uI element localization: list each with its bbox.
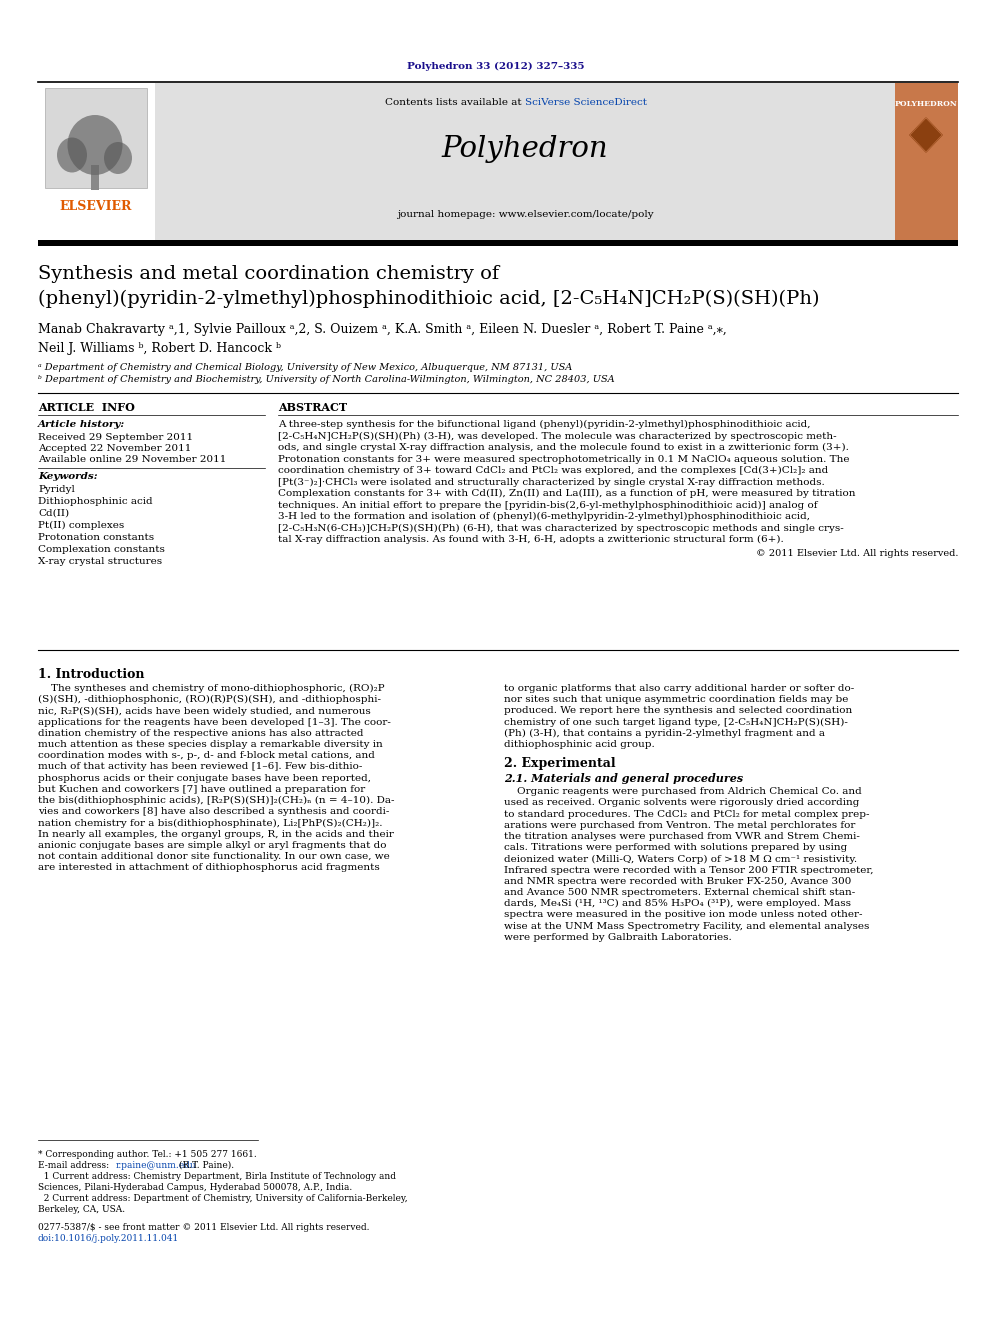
Text: doi:10.1016/j.poly.2011.11.041: doi:10.1016/j.poly.2011.11.041 [38,1234,180,1244]
Text: ᵃ Department of Chemistry and Chemical Biology, University of New Mexico, Albuqu: ᵃ Department of Chemistry and Chemical B… [38,363,572,372]
Text: Complexation constants: Complexation constants [38,545,165,554]
Text: 2 Current address: Department of Chemistry, University of California-Berkeley,: 2 Current address: Department of Chemist… [38,1193,408,1203]
Text: Berkeley, CA, USA.: Berkeley, CA, USA. [38,1205,125,1215]
Text: Sciences, Pilani-Hyderabad Campus, Hyderabad 500078, A.P., India.: Sciences, Pilani-Hyderabad Campus, Hyder… [38,1183,352,1192]
Ellipse shape [104,142,132,175]
Text: X-ray crystal structures: X-ray crystal structures [38,557,162,566]
Text: POLYHEDRON: POLYHEDRON [895,101,957,108]
Text: In nearly all examples, the organyl groups, R, in the acids and their: In nearly all examples, the organyl grou… [38,830,394,839]
Bar [91,165,99,191]
Text: much of that activity has been reviewed [1–6]. Few bis-dithio-: much of that activity has been reviewed … [38,762,362,771]
Text: Infrared spectra were recorded with a Tensor 200 FTIR spectrometer,: Infrared spectra were recorded with a Te… [504,865,874,875]
Text: Keywords:: Keywords: [38,472,97,482]
Text: 1. Introduction: 1. Introduction [38,668,145,681]
Text: nation chemistry for a bis(dithiophosphinate), Li₂[PhP(S)₂(CH₂)]₂.: nation chemistry for a bis(dithiophosphi… [38,819,383,827]
Text: The syntheses and chemistry of mono-dithiophosphoric, (RO)₂P: The syntheses and chemistry of mono-dith… [38,684,385,693]
Text: Available online 29 November 2011: Available online 29 November 2011 [38,455,226,464]
Ellipse shape [67,115,122,175]
Text: and NMR spectra were recorded with Bruker FX-250, Avance 300: and NMR spectra were recorded with Bruke… [504,877,851,886]
Text: Complexation constants for 3+ with Cd(II), Zn(II) and La(III), as a function of : Complexation constants for 3+ with Cd(II… [278,490,855,499]
Bar [45,89,147,188]
Text: the titration analyses were purchased from VWR and Strem Chemi-: the titration analyses were purchased fr… [504,832,860,841]
Bar [38,239,958,246]
Text: [2-C₅H₃N(6-CH₃)]CH₂P(S)(SH)(Ph) (6-H), that was characterized by spectroscopic m: [2-C₅H₃N(6-CH₃)]CH₂P(S)(SH)(Ph) (6-H), t… [278,524,844,533]
Text: Organic reagents were purchased from Aldrich Chemical Co. and: Organic reagents were purchased from Ald… [504,787,862,796]
Text: [Pt(3⁻)₂]·CHCl₃ were isolated and structurally characterized by single crystal X: [Pt(3⁻)₂]·CHCl₃ were isolated and struct… [278,478,824,487]
Text: Polyhedron: Polyhedron [441,135,608,163]
Bar [895,83,958,239]
Text: coordination modes with s-, p-, d- and f-block metal cations, and: coordination modes with s-, p-, d- and f… [38,751,375,761]
Text: E-mail address:: E-mail address: [38,1162,112,1170]
Polygon shape [910,118,942,152]
Text: (S)(SH), -dithiophosphonic, (RO)(R)P(S)(SH), and -dithiophosphi-: (S)(SH), -dithiophosphonic, (RO)(R)P(S)(… [38,695,381,704]
Text: to organic platforms that also carry additional harder or softer do-: to organic platforms that also carry add… [504,684,854,693]
Text: cals. Titrations were performed with solutions prepared by using: cals. Titrations were performed with sol… [504,843,847,852]
Text: nor sites such that unique asymmetric coordination fields may be: nor sites such that unique asymmetric co… [504,695,848,704]
Text: Protonation constants for 3+ were measured spectrophotometrically in 0.1 M NaClO: Protonation constants for 3+ were measur… [278,455,849,463]
Text: Synthesis and metal coordination chemistry of: Synthesis and metal coordination chemist… [38,265,499,283]
Text: ABSTRACT: ABSTRACT [278,402,347,413]
Text: deionized water (Milli-Q, Waters Corp) of >18 M Ω cm⁻¹ resistivity.: deionized water (Milli-Q, Waters Corp) o… [504,855,857,864]
Text: spectra were measured in the positive ion mode unless noted other-: spectra were measured in the positive io… [504,910,862,919]
Text: phosphorus acids or their conjugate bases have been reported,: phosphorus acids or their conjugate base… [38,774,371,783]
Text: Pyridyl: Pyridyl [38,486,74,493]
Text: 0277-5387/$ - see front matter © 2011 Elsevier Ltd. All rights reserved.: 0277-5387/$ - see front matter © 2011 El… [38,1222,369,1232]
Text: Protonation constants: Protonation constants [38,533,154,542]
Text: the bis(dithiophosphinic acids), [R₂P(S)(SH)]₂(CH₂)ₙ (n = 4–10). Da-: the bis(dithiophosphinic acids), [R₂P(S)… [38,796,395,806]
Text: dithiophosphinic acid group.: dithiophosphinic acid group. [504,740,655,749]
Text: dards, Me₄Si (¹H, ¹³C) and 85% H₃PO₄ (³¹P), were employed. Mass: dards, Me₄Si (¹H, ¹³C) and 85% H₃PO₄ (³¹… [504,900,851,909]
Text: Neil J. Williams ᵇ, Robert D. Hancock ᵇ: Neil J. Williams ᵇ, Robert D. Hancock ᵇ [38,343,281,355]
Text: wise at the UNM Mass Spectrometry Facility, and elemental analyses: wise at the UNM Mass Spectrometry Facili… [504,922,869,930]
Text: ods, and single crystal X-ray diffraction analysis, and the molecule found to ex: ods, and single crystal X-ray diffractio… [278,443,849,452]
Text: Cd(II): Cd(II) [38,509,69,519]
Text: much attention as these species display a remarkable diversity in: much attention as these species display … [38,740,383,749]
Bar [38,83,155,239]
Text: Polyhedron 33 (2012) 327–335: Polyhedron 33 (2012) 327–335 [408,62,584,71]
Text: Article history:: Article history: [38,419,125,429]
Text: tal X-ray diffraction analysis. As found with 3-H, 6-H, adopts a zwitterionic st: tal X-ray diffraction analysis. As found… [278,534,784,544]
Text: 3-H led to the formation and isolation of (phenyl)(6-methylpyridin-2-ylmethyl)ph: 3-H led to the formation and isolation o… [278,512,810,521]
Text: to standard procedures. The CdCl₂ and PtCl₂ for metal complex prep-: to standard procedures. The CdCl₂ and Pt… [504,810,870,819]
Text: arations were purchased from Ventron. The metal perchlorates for: arations were purchased from Ventron. Th… [504,820,855,830]
Text: * Corresponding author. Tel.: +1 505 277 1661.: * Corresponding author. Tel.: +1 505 277… [38,1150,257,1159]
Bar [155,83,895,239]
Text: Contents lists available at: Contents lists available at [385,98,525,107]
Text: ELSEVIER: ELSEVIER [60,200,132,213]
Text: and Avance 500 NMR spectrometers. External chemical shift stan-: and Avance 500 NMR spectrometers. Extern… [504,888,855,897]
Text: anionic conjugate bases are simple alkyl or aryl fragments that do: anionic conjugate bases are simple alkyl… [38,841,387,849]
Text: A three-step synthesis for the bifunctional ligand (phenyl)(pyridin-2-ylmethyl)p: A three-step synthesis for the bifunctio… [278,419,810,429]
Text: Accepted 22 November 2011: Accepted 22 November 2011 [38,445,191,452]
Text: (phenyl)(pyridin-2-ylmethyl)phosphinodithioic acid, [2-C₅H₄N]CH₂P(S)(SH)(Ph): (phenyl)(pyridin-2-ylmethyl)phosphinodit… [38,290,819,308]
Text: nic, R₂P(S)(SH), acids have been widely studied, and numerous: nic, R₂P(S)(SH), acids have been widely … [38,706,371,716]
Text: SciVerse ScienceDirect: SciVerse ScienceDirect [525,98,647,107]
Ellipse shape [57,138,87,172]
Text: journal homepage: www.elsevier.com/locate/poly: journal homepage: www.elsevier.com/locat… [397,210,654,220]
Text: techniques. An initial effort to prepare the [pyridin-bis(2,6-yl-methylphosphino: techniques. An initial effort to prepare… [278,500,817,509]
Text: Dithiophosphinic acid: Dithiophosphinic acid [38,497,153,505]
Text: vies and coworkers [8] have also described a synthesis and coordi-: vies and coworkers [8] have also describ… [38,807,390,816]
Text: applications for the reagents have been developed [1–3]. The coor-: applications for the reagents have been … [38,717,391,726]
Text: ᵇ Department of Chemistry and Biochemistry, University of North Carolina-Wilming: ᵇ Department of Chemistry and Biochemist… [38,374,615,384]
Text: (R.T. Paine).: (R.T. Paine). [176,1162,234,1170]
Text: r.paine@unm.edu: r.paine@unm.edu [116,1162,196,1170]
Text: were performed by Galbraith Laboratories.: were performed by Galbraith Laboratories… [504,933,732,942]
Text: but Kuchen and coworkers [7] have outlined a preparation for: but Kuchen and coworkers [7] have outlin… [38,785,365,794]
Text: dination chemistry of the respective anions has also attracted: dination chemistry of the respective ani… [38,729,363,738]
Text: Pt(II) complexes: Pt(II) complexes [38,521,124,531]
Text: not contain additional donor site functionality. In our own case, we: not contain additional donor site functi… [38,852,390,861]
Text: 2. Experimental: 2. Experimental [504,757,616,770]
Text: © 2011 Elsevier Ltd. All rights reserved.: © 2011 Elsevier Ltd. All rights reserved… [756,549,958,557]
Text: 2.1. Materials and general procedures: 2.1. Materials and general procedures [504,773,743,785]
Text: produced. We report here the synthesis and selected coordination: produced. We report here the synthesis a… [504,706,852,716]
Text: 1 Current address: Chemistry Department, Birla Institute of Technology and: 1 Current address: Chemistry Department,… [38,1172,396,1181]
Text: [2-C₅H₄N]CH₂P(S)(SH)(Ph) (3-H), was developed. The molecule was characterized by: [2-C₅H₄N]CH₂P(S)(SH)(Ph) (3-H), was deve… [278,431,836,441]
Text: are interested in attachment of dithiophosphorus acid fragments: are interested in attachment of dithioph… [38,863,380,872]
Text: (Ph) (3-H), that contains a pyridin-2-ylmethyl fragment and a: (Ph) (3-H), that contains a pyridin-2-yl… [504,729,825,738]
Text: ARTICLE  INFO: ARTICLE INFO [38,402,135,413]
Text: Received 29 September 2011: Received 29 September 2011 [38,433,193,442]
Text: chemistry of one such target ligand type, [2-C₅H₄N]CH₂P(S)(SH)-: chemistry of one such target ligand type… [504,717,848,726]
Text: coordination chemistry of 3+ toward CdCl₂ and PtCl₂ was explored, and the comple: coordination chemistry of 3+ toward CdCl… [278,466,828,475]
Text: used as received. Organic solvents were rigorously dried according: used as received. Organic solvents were … [504,798,859,807]
Text: Manab Chakravarty ᵃ,1, Sylvie Pailloux ᵃ,2, S. Ouizem ᵃ, K.A. Smith ᵃ, Eileen N.: Manab Chakravarty ᵃ,1, Sylvie Pailloux ᵃ… [38,323,727,336]
